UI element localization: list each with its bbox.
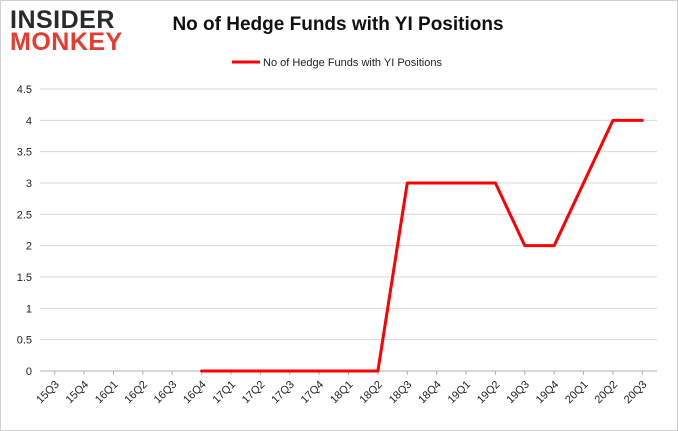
x-tick-label: 20Q1: [563, 379, 591, 407]
x-tick-label: 19Q3: [504, 379, 532, 407]
insider-monkey-logo: INSIDER MONKEY: [10, 6, 128, 56]
y-tick-label: 2: [26, 241, 32, 253]
y-tick-label: 1.5: [17, 272, 32, 284]
x-tick-label: 15Q4: [64, 379, 92, 407]
x-tick-label: 19Q1: [446, 379, 474, 407]
chart-title: No of Hedge Funds with YI Positions: [172, 14, 504, 35]
x-tick-label: 17Q1: [211, 379, 239, 407]
y-tick-label: 0: [26, 366, 32, 378]
x-tick-label: 17Q3: [269, 379, 297, 407]
x-tick-label: 18Q1: [328, 379, 356, 407]
x-tick-label: 18Q4: [416, 379, 444, 407]
legend-label: No of Hedge Funds with YI Positions: [263, 57, 442, 69]
x-tick-label: 20Q2: [593, 379, 621, 407]
x-tick-label: 18Q3: [387, 379, 415, 407]
x-tick-label: 19Q2: [475, 379, 503, 407]
x-tick-label: 16Q1: [93, 379, 121, 407]
y-tick-label: 1: [26, 303, 32, 315]
y-tick-label: 3.5: [17, 147, 32, 159]
y-tick-label: 0.5: [17, 335, 32, 347]
logo-line-1: INSIDER: [10, 6, 115, 34]
y-tick-label: 2.5: [17, 209, 32, 221]
x-tick-label: 16Q3: [152, 379, 180, 407]
x-tick-label: 15Q3: [34, 379, 62, 407]
y-tick-label: 4.5: [17, 84, 32, 96]
x-tick-label: 17Q4: [299, 379, 327, 407]
y-tick-label: 4: [26, 115, 32, 127]
x-tick-label: 17Q2: [240, 379, 268, 407]
y-tick-label: 3: [26, 178, 32, 190]
x-tick-label: 19Q4: [534, 379, 562, 407]
x-tick-label: 16Q4: [181, 379, 209, 407]
x-tick-label: 16Q2: [122, 379, 150, 407]
logo-line-2: MONKEY: [10, 28, 123, 56]
series-line: [200, 118, 644, 373]
x-tick-label: 20Q3: [622, 379, 650, 407]
x-tick-label: 18Q2: [357, 379, 385, 407]
